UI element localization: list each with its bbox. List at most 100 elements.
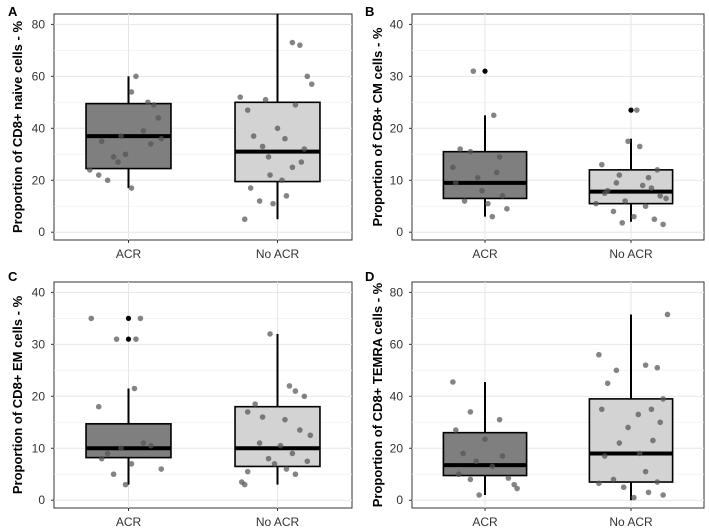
data-point [289,164,296,171]
box-acr [85,73,172,191]
data-point [148,141,154,147]
data-point [660,492,666,498]
data-point [631,494,637,501]
data-point [259,414,266,420]
panel-letter: C [8,269,18,284]
data-point [496,416,503,423]
data-point [514,485,520,492]
data-point [476,492,482,498]
data-point [95,403,102,410]
y-tick-label: 40 [32,121,46,135]
data-point [256,198,263,204]
data-point [250,133,257,139]
box-acr [442,379,528,498]
y-axis-title: Proportion of CD8+ naive cells - % [10,21,25,233]
data-point [654,167,661,173]
data-point [479,187,485,194]
iqr-box [85,423,172,459]
iqr-box [234,405,321,468]
data-point [271,461,278,467]
data-point [457,146,463,152]
data-point [301,393,308,400]
data-point [104,177,111,184]
data-point [133,73,139,80]
box-acr [442,68,528,220]
data-point [648,185,655,191]
data-point [115,159,121,165]
data-point [151,102,157,108]
panel-c: C 0 10 20 30 40 ACR No ACR Proportion of CD8+ EM… [8,269,353,529]
data-point [128,461,135,467]
data-point [297,427,303,433]
data-point [657,193,663,199]
data-point [140,128,147,134]
data-point [599,406,605,413]
data-point [625,138,631,145]
data-point [616,172,623,178]
data-point [128,89,135,95]
data-point [244,409,251,415]
y-tick-label: 20 [32,173,46,187]
data-point [490,112,497,119]
data-point [664,311,671,318]
data-point [131,385,138,392]
y-tick-label: 10 [32,441,46,455]
data-point [237,94,244,100]
data-point [467,476,474,483]
y-tick-label: 0 [396,493,403,507]
data-point [604,380,611,387]
outlier-point [125,336,132,342]
data-point [654,364,661,371]
data-point [98,138,105,145]
data-point [298,159,305,165]
data-point [98,455,105,462]
data-point [636,143,643,150]
data-point [110,471,117,478]
y-tick-label: 0 [38,225,45,239]
data-point [610,208,617,215]
data-point [610,476,617,483]
box-no-acr [234,331,321,488]
data-point [505,475,512,481]
data-point [613,180,620,186]
data-point [634,107,640,113]
data-point [145,99,151,106]
y-tick-label: 40 [32,285,46,299]
data-point [460,450,466,457]
data-point [663,195,669,202]
data-point [660,221,666,228]
data-point [262,96,269,103]
data-point [283,466,290,472]
data-point [252,401,258,407]
y-axis-title: Proportion of CD8+ CM cells - % [370,27,385,226]
x-tick-label: ACR [116,247,142,261]
data-point [283,193,290,199]
outlier-point [482,68,488,74]
box-acr [85,315,172,488]
x-tick-label: ACR [472,247,498,261]
data-point [613,367,620,374]
x-tick-label: No ACR [256,515,300,529]
y-tick-label: 80 [390,285,404,299]
data-point [301,146,308,152]
data-point [158,466,165,472]
data-point [499,193,506,199]
y-tick-label: 0 [396,225,403,239]
data-point [642,468,649,475]
data-point [259,143,266,150]
data-point [122,481,129,488]
data-point [648,406,655,413]
data-point [496,154,503,160]
data-point [625,424,631,431]
y-axis-title: Proportion of CD8+ TEMRA cells - % [370,282,385,507]
panel-letter: D [365,269,374,284]
data-point [470,68,477,74]
data-point [118,133,124,139]
data-point [265,154,272,160]
data-point [137,315,144,322]
outlier-point [125,315,132,321]
data-point [631,213,637,220]
data-point [308,81,315,87]
data-point [622,198,628,204]
data-point [148,442,154,449]
